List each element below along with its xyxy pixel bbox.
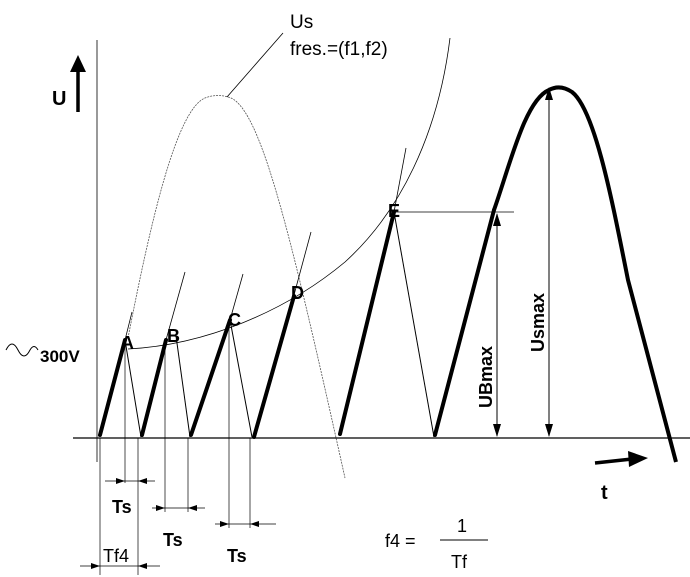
usmax-label: Usmax xyxy=(528,293,548,352)
timing-extension-lines xyxy=(99,324,251,575)
tf4-label: Tf4 xyxy=(103,546,129,566)
point-d-label: D xyxy=(291,283,304,303)
u-axis-label: U xyxy=(52,88,66,110)
pulse-ramps xyxy=(98,208,496,439)
v300-label: 300V xyxy=(40,347,80,366)
point-e-label: E xyxy=(388,201,400,221)
pulse-fall-lines xyxy=(124,211,435,438)
ts-2-dimension xyxy=(152,505,205,511)
t-axis-label: t xyxy=(601,482,608,504)
usmax-dimension xyxy=(545,87,553,437)
ubmax-label: UBmax xyxy=(476,346,496,408)
formula-lhs: f4 = xyxy=(385,531,416,551)
us-leader-line xyxy=(226,32,284,98)
fres-label: fres.=(f1,f2) xyxy=(290,39,388,60)
formula-numerator: 1 xyxy=(457,516,467,536)
output-voltage-curve xyxy=(492,85,678,463)
envelope-curve xyxy=(127,37,451,350)
resonance-curve-us xyxy=(127,95,346,479)
ac-source-icon xyxy=(5,343,39,357)
ts-1-dimension xyxy=(105,478,155,484)
ts-3-label: Ts xyxy=(227,546,247,566)
ts-3-dimension xyxy=(215,521,276,527)
formula-denominator: Tf xyxy=(451,552,468,572)
point-c-label: C xyxy=(228,310,241,330)
ramp-extension-lines xyxy=(124,147,407,341)
t-arrow-icon xyxy=(594,451,648,467)
ts-1-label: Ts xyxy=(112,497,132,517)
point-a-label: A xyxy=(121,333,134,353)
ts-2-label: Ts xyxy=(163,530,183,550)
ubmax-dimension xyxy=(493,213,501,437)
us-label: Us xyxy=(290,12,313,33)
u-arrow-icon xyxy=(70,55,86,112)
tf4-dimension xyxy=(80,563,160,569)
point-b-label: B xyxy=(167,326,180,346)
